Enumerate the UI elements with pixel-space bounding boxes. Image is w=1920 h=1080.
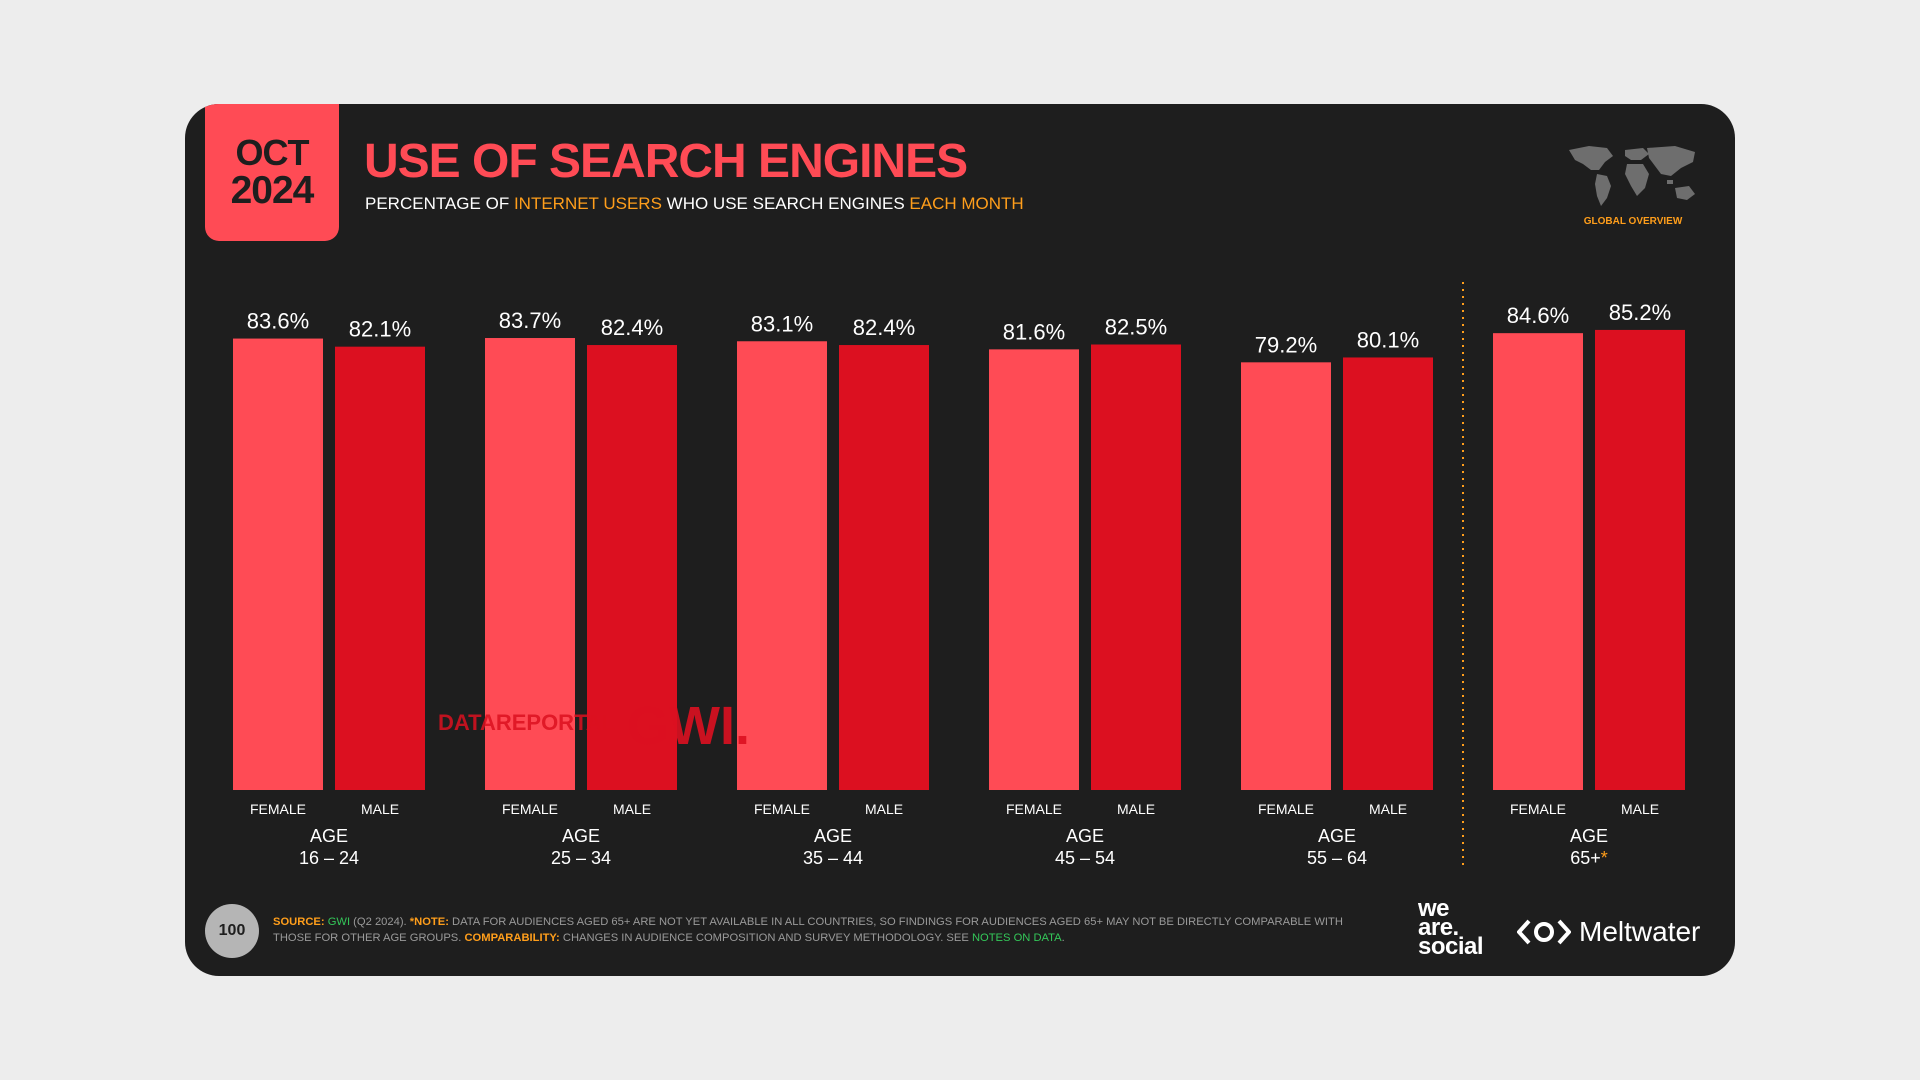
series-label: FEMALE [502, 801, 558, 817]
series-label: FEMALE [1510, 801, 1566, 817]
series-label: FEMALE [1258, 801, 1314, 817]
page-title: USE OF SEARCH ENGINES [364, 135, 968, 188]
bar-male [839, 345, 929, 790]
notes-end: . [1061, 932, 1065, 944]
category-prefix: AGE [1318, 826, 1356, 846]
we-are-social-logo: we are. social [1418, 895, 1484, 960]
series-label: MALE [361, 801, 399, 817]
date-badge: OCT 2024 [205, 104, 339, 241]
meltwater-text: Meltwater [1579, 916, 1701, 947]
slide: OCT 2024 USE OF SEARCH ENGINES PERCENTAG… [185, 104, 1735, 976]
footnote: SOURCE: GWI (Q2 2024). *NOTE: DATA FOR A… [273, 914, 1373, 946]
category-prefix: AGE [1066, 826, 1104, 846]
value-label: 81.6% [1003, 319, 1065, 344]
series-label: MALE [613, 801, 651, 817]
value-label: 83.6% [247, 309, 309, 334]
value-label: 82.1% [349, 317, 411, 342]
logo-word-3: social [1418, 933, 1484, 960]
page-subtitle: PERCENTAGE OF INTERNET USERS WHO USE SEA… [365, 194, 1024, 214]
category-prefix: AGE [1570, 826, 1608, 846]
meltwater-logo: Meltwater [1517, 916, 1700, 948]
series-label: FEMALE [754, 801, 810, 817]
value-label: 79.2% [1255, 332, 1317, 357]
bar-female [1241, 362, 1331, 790]
series-label: MALE [865, 801, 903, 817]
value-label: 80.1% [1357, 327, 1419, 352]
series-label: FEMALE [1006, 801, 1062, 817]
category-label: 45 – 54 [1055, 848, 1115, 868]
bar-male [335, 346, 425, 790]
series-label: MALE [1621, 801, 1659, 817]
value-label: 83.1% [751, 311, 813, 336]
bar-female [737, 341, 827, 790]
meltwater-mark-icon [1517, 919, 1571, 945]
category-label: 35 – 44 [803, 848, 863, 868]
logo-word-1: we [1418, 895, 1450, 922]
series-label: MALE [1117, 801, 1155, 817]
subtitle-part-1: PERCENTAGE OF [365, 194, 514, 213]
bar-female [233, 338, 323, 790]
value-label: 83.7% [499, 308, 561, 333]
source-label: SOURCE: [273, 916, 325, 928]
series-label: MALE [1369, 801, 1407, 817]
notes-on-data-link[interactable]: NOTES ON DATA [971, 932, 1062, 944]
world-map-icon [1569, 146, 1695, 206]
gwi-watermark: GWI. [627, 696, 750, 756]
note-label: *NOTE: [409, 916, 449, 928]
source-link[interactable]: GWI [327, 916, 351, 928]
datareportal-watermark: DATAREPORTAL [438, 710, 615, 735]
category-label: 55 – 64 [1307, 848, 1367, 868]
subtitle-part-2: INTERNET USERS [513, 194, 662, 213]
value-label: 84.6% [1507, 303, 1569, 328]
bar-female [989, 349, 1079, 790]
bar-male [1091, 344, 1181, 790]
value-label: 85.2% [1609, 300, 1671, 325]
section-label: GLOBAL OVERVIEW [1583, 216, 1683, 227]
source-date: (Q2 2024). [350, 916, 410, 928]
value-label: 82.4% [601, 315, 663, 340]
date-month: OCT [235, 132, 310, 173]
note-text: DATA FOR AUDIENCES AGED 65+ ARE NOT YET … [273, 916, 1343, 944]
category-label: 65+* [1570, 848, 1608, 868]
category-label: 25 – 34 [551, 848, 611, 868]
comparability-text: CHANGES IN AUDIENCE COMPOSITION AND SURV… [559, 932, 972, 944]
bar-female [1493, 333, 1583, 790]
bar-male [587, 345, 677, 790]
logo-word-2: are. [1418, 914, 1459, 941]
date-year: 2024 [230, 169, 315, 212]
bar-male [1595, 329, 1685, 790]
category-prefix: AGE [562, 826, 600, 846]
series-label: FEMALE [250, 801, 306, 817]
asterisk-mark: * [1601, 848, 1608, 868]
category-prefix: AGE [814, 826, 852, 846]
page-number: 100 [205, 904, 259, 958]
category-label: 16 – 24 [299, 848, 359, 868]
bar-male [1343, 357, 1433, 790]
bar-female [485, 338, 575, 790]
value-label: 82.5% [1105, 315, 1167, 340]
subtitle-part-3: WHO USE SEARCH ENGINES [661, 194, 910, 213]
category-prefix: AGE [310, 826, 348, 846]
comparability-label: COMPARABILITY: [464, 932, 560, 944]
value-label: 82.4% [853, 315, 915, 340]
subtitle-part-4: EACH MONTH [909, 194, 1024, 213]
